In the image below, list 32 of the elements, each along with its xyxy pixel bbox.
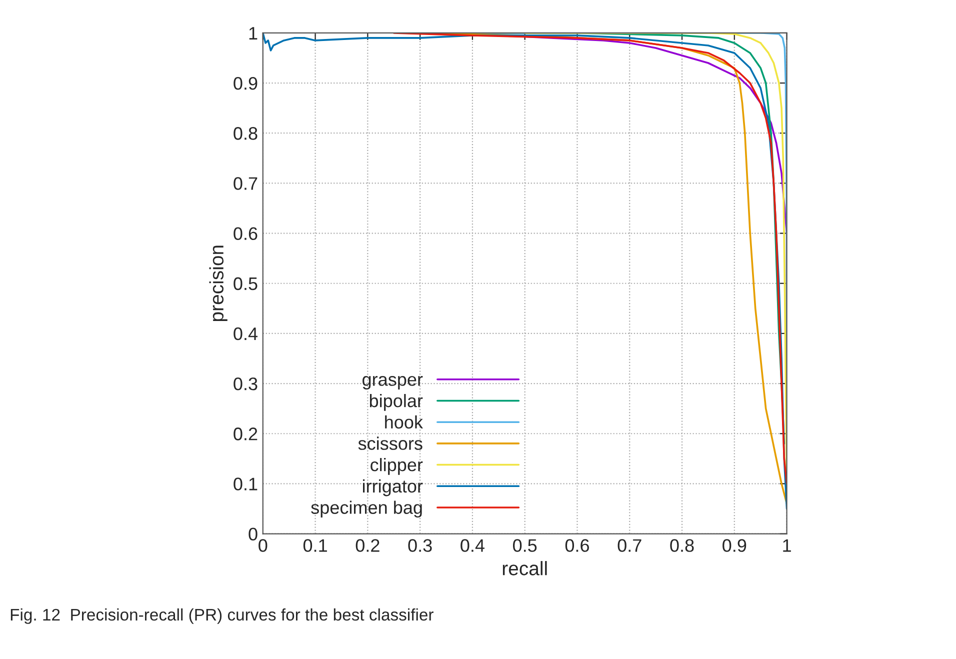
y-tick-label: 0.8	[234, 127, 258, 140]
x-tick-label: 0	[258, 539, 268, 552]
x-tick-label: 0.8	[670, 539, 694, 552]
legend-label: clipper	[370, 458, 423, 475]
y-tick-label: 0	[248, 528, 258, 541]
y-tick-label: 0.1	[234, 478, 258, 490]
y-tick-label: 1	[249, 27, 258, 40]
y-tick-label: 0.2	[234, 428, 258, 440]
x-tick-label: 0.9	[722, 539, 746, 552]
caption: Fig. 12 Precision-recall (PR) curves for the best classifier	[10, 608, 434, 624]
x-tick-label: 0.6	[565, 539, 589, 552]
legend-label: grasper	[362, 376, 423, 390]
legend-label: bipolar	[370, 394, 423, 411]
x-tick-label: 0.2	[356, 539, 380, 552]
legend-label: irrigator	[363, 479, 423, 496]
legend-label: scissors	[358, 436, 422, 450]
x-tick-label: 1	[783, 539, 791, 552]
x-tick-label: 0.1	[303, 539, 327, 552]
x-axis-title: recall	[502, 561, 547, 576]
y-axis-title: precision	[209, 246, 228, 322]
x-tick-label: 0.7	[618, 539, 642, 552]
y-tick-label: 0.5	[234, 277, 258, 290]
x-tick-label: 0.4	[460, 539, 484, 552]
y-tick-label: 0.9	[234, 76, 258, 90]
x-tick-label: 0.3	[408, 539, 432, 552]
x-tick-label: 0.5	[513, 539, 537, 552]
y-tick-label: 0.6	[234, 227, 258, 240]
legend-label: specimen bag	[311, 500, 422, 518]
y-tick-label: 0.4	[234, 327, 258, 340]
y-tick-label: 0.7	[234, 177, 258, 190]
legend-label: hook	[385, 415, 424, 429]
y-tick-label: 0.3	[234, 377, 258, 390]
